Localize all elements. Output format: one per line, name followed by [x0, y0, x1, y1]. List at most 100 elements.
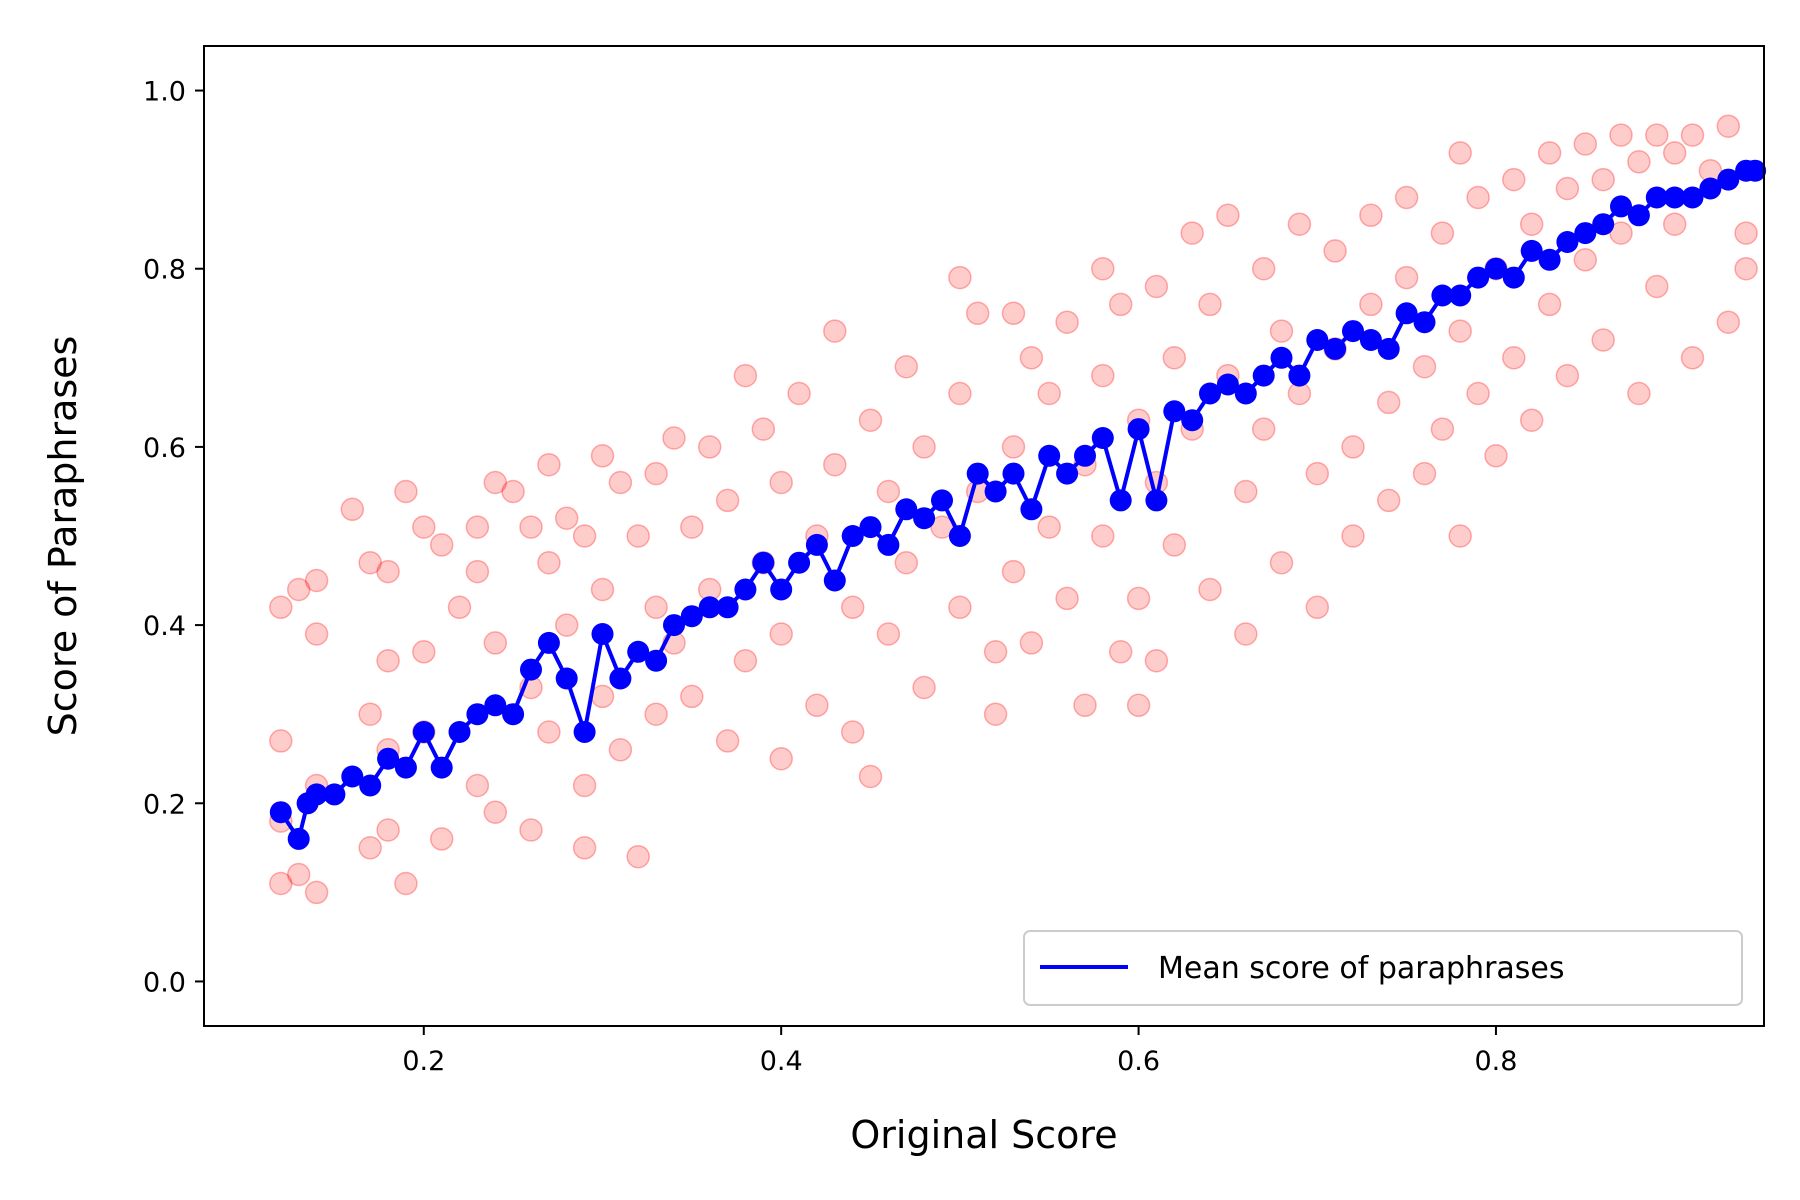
- scatter-point: [465, 559, 490, 584]
- y-tick-label: 0.8: [143, 255, 186, 286]
- mean-line-point: [269, 801, 292, 824]
- scatter-point: [733, 363, 758, 388]
- mean-line-point: [573, 721, 596, 743]
- mean-line-point: [698, 596, 721, 619]
- scatter-point: [1198, 292, 1222, 317]
- scatter-point: [697, 435, 722, 459]
- scatter-point: [429, 827, 454, 851]
- scatter-point: [1448, 141, 1472, 165]
- mean-line-layer: [269, 159, 1767, 850]
- mean-line-point: [609, 667, 632, 690]
- y-tick-label: 0.0: [143, 967, 186, 998]
- scatter-point: [1055, 586, 1079, 611]
- mean-line-point: [734, 578, 757, 601]
- mean-line-point: [305, 783, 328, 806]
- mean-line-point: [341, 765, 364, 788]
- mean-line-point: [1359, 329, 1382, 351]
- scatter-point: [1251, 417, 1276, 441]
- mean-line-point: [1234, 382, 1257, 405]
- scatter-point: [1269, 319, 1294, 343]
- scatter-point: [1734, 256, 1758, 281]
- scatter-point: [429, 533, 454, 557]
- scatter-point: [304, 622, 329, 646]
- scatter-point: [680, 515, 704, 539]
- y-tick-label: 0.4: [143, 611, 186, 642]
- scatter-point: [1162, 533, 1187, 557]
- scatter-point: [1627, 150, 1651, 174]
- mean-line-point: [752, 551, 775, 574]
- scatter-point: [1537, 292, 1562, 317]
- mean-line-point: [1717, 168, 1740, 191]
- scatter-point: [1055, 310, 1079, 334]
- mean-line-point: [770, 578, 793, 601]
- scatter-point: [733, 648, 758, 673]
- scatter-point: [1394, 185, 1419, 210]
- scatter-point: [1484, 444, 1508, 468]
- scatter-point: [1073, 693, 1097, 718]
- scatter-point: [644, 702, 668, 726]
- scatter-point: [376, 648, 400, 673]
- scatter-point: [876, 479, 901, 504]
- scatter-point: [1645, 274, 1669, 299]
- scatter-point: [1126, 586, 1151, 611]
- mean-line-point: [1020, 498, 1043, 521]
- mean-line-point: [1502, 266, 1525, 289]
- scatter-point: [590, 444, 615, 468]
- scatter-point: [1591, 167, 1615, 192]
- scatter-point: [608, 738, 633, 762]
- scatter-point: [269, 595, 293, 620]
- scatter-point: [412, 640, 436, 664]
- mean-line-point: [627, 640, 650, 663]
- mean-line-point: [1610, 195, 1632, 218]
- scatter-point: [286, 862, 311, 887]
- scatter-point: [412, 515, 436, 539]
- mean-line-point: [1324, 337, 1347, 360]
- scatter-point: [590, 577, 615, 602]
- scatter-point: [715, 729, 740, 753]
- mean-line-point: [895, 498, 918, 521]
- mean-line-point: [1592, 213, 1615, 236]
- scatter-point: [1001, 435, 1026, 459]
- scatter-point: [1091, 256, 1115, 281]
- x-axis-label: Original Score: [850, 1113, 1117, 1157]
- scatter-point: [394, 871, 418, 896]
- scatter-point: [1287, 212, 1312, 236]
- scatter-point: [1091, 524, 1115, 548]
- mean-line-point: [1270, 346, 1293, 369]
- scatter-point: [304, 568, 329, 593]
- mean-line-point: [1342, 320, 1364, 343]
- x-tick-label: 0.6: [1117, 1046, 1160, 1077]
- mean-line-point: [716, 596, 739, 619]
- y-tick-label: 1.0: [143, 77, 186, 108]
- mean-line-point: [1744, 159, 1767, 182]
- scatter-point: [626, 844, 650, 869]
- scatter-point: [465, 515, 490, 539]
- scatter-point: [269, 871, 293, 896]
- mean-line-point: [377, 747, 400, 770]
- scatter-point: [1430, 221, 1455, 245]
- scatter-point: [680, 684, 704, 709]
- scatter-point: [1716, 310, 1741, 334]
- mean-line-point: [931, 489, 953, 512]
- scatter-point: [1680, 346, 1705, 370]
- scatter-point: [590, 684, 615, 709]
- scatter-point: [1001, 559, 1026, 584]
- scatter-point: [662, 426, 686, 450]
- mean-line-point: [484, 694, 507, 717]
- scatter-point: [1412, 354, 1437, 379]
- scatter-point: [1108, 640, 1133, 664]
- scatter-point: [286, 577, 311, 602]
- mean-line-point: [1556, 231, 1579, 253]
- scatter-point: [1734, 221, 1758, 245]
- mean-line-point: [877, 533, 900, 556]
- scatter-point: [983, 702, 1008, 726]
- scatter-point: [1198, 577, 1222, 602]
- scatter-point: [1609, 123, 1633, 147]
- scatter-point: [269, 729, 293, 753]
- scatter-point: [1662, 212, 1687, 236]
- scatter-point: [1555, 176, 1580, 201]
- scatter-point: [1144, 648, 1169, 673]
- scatter-point: [394, 479, 418, 504]
- scatter-point: [787, 381, 811, 406]
- scatter-point: [501, 479, 525, 504]
